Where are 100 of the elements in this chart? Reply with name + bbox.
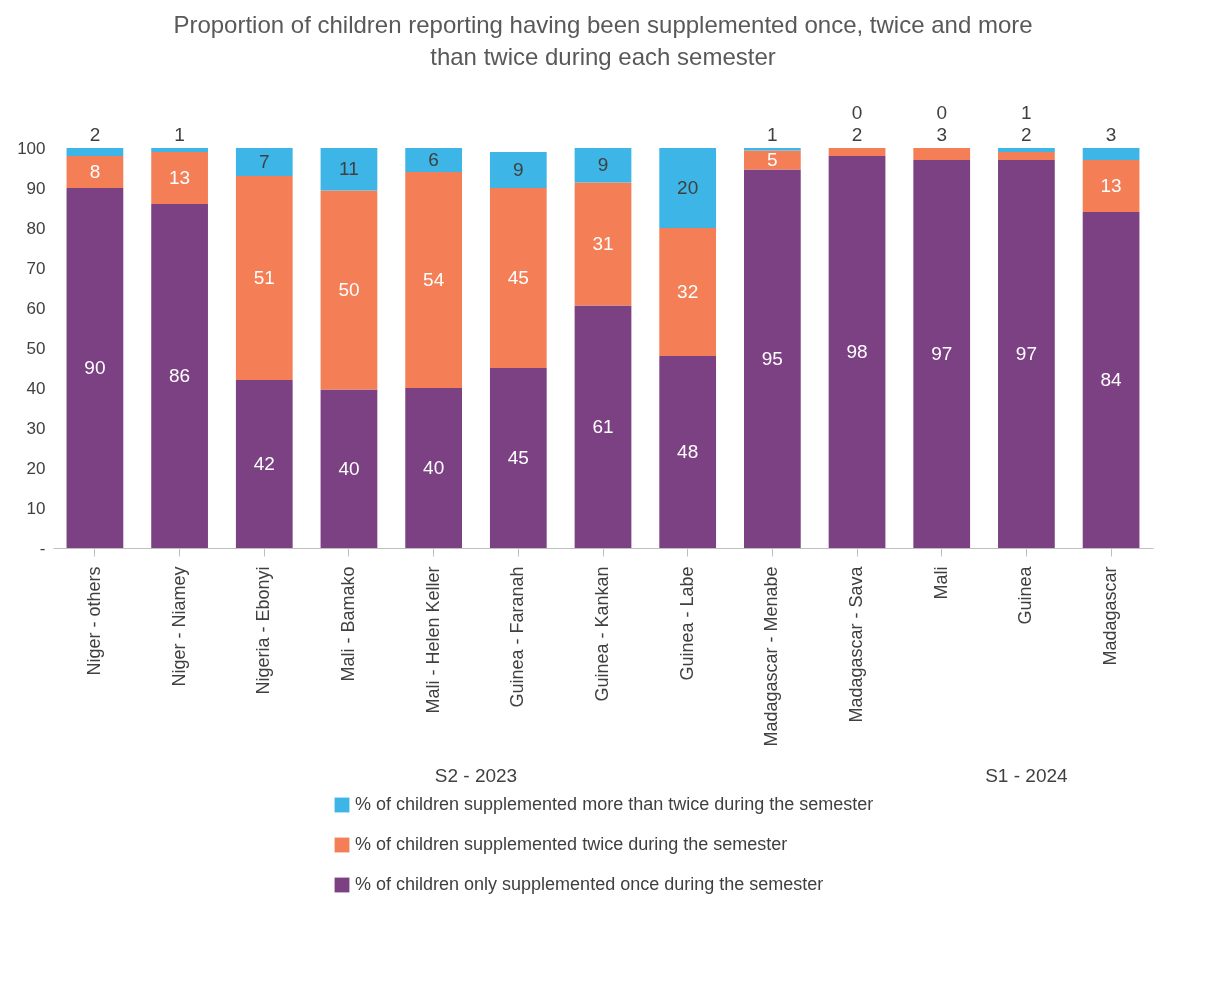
bar	[1082, 148, 1140, 160]
bar	[1082, 160, 1140, 212]
x-tick-label: Guinea	[1015, 565, 1036, 625]
data-label: 11	[339, 158, 359, 180]
data-label: 9	[513, 159, 524, 180]
data-label: 0	[851, 102, 863, 123]
bar	[1082, 212, 1140, 548]
bar	[998, 152, 1055, 160]
bar	[235, 148, 293, 176]
x-tick-label: Niger - Niamey	[168, 566, 189, 687]
data-label: 90	[84, 357, 106, 378]
data-label: 9	[597, 154, 609, 176]
data-label: 0	[936, 102, 948, 123]
data-label: 3	[936, 124, 948, 145]
text: S1 - 2024	[985, 765, 1069, 786]
bar	[405, 172, 463, 388]
data-label: 97	[931, 343, 953, 364]
data-label: 42	[253, 453, 275, 474]
bar	[743, 169, 801, 548]
bar	[405, 388, 463, 548]
data-label: 40	[338, 457, 360, 479]
data-label: 31	[592, 233, 614, 254]
legend-label: % of children only supplemented once during the semester	[355, 874, 824, 894]
data-label: 8	[89, 161, 101, 182]
bar	[489, 188, 547, 368]
data-label: 95	[761, 347, 783, 369]
data-label: 1	[767, 124, 778, 145]
x-tick-label: Mali - Bamako	[337, 566, 358, 682]
data-label: 5	[767, 149, 778, 170]
data-label: 1	[1021, 102, 1032, 123]
data-label: 13	[1100, 175, 1122, 196]
bar	[659, 228, 717, 356]
y-tick-label: 40	[26, 378, 46, 398]
x-tick-label: Guinea - Kankan	[592, 566, 612, 702]
y-tick-label: 90	[26, 178, 46, 198]
bar	[489, 368, 547, 548]
x-tick-label: Madagascar	[1100, 566, 1121, 666]
data-label: 98	[846, 341, 868, 362]
bar	[659, 148, 717, 228]
legend-label: % of children supplemented more than twice during the semester	[355, 794, 874, 814]
bar	[235, 380, 293, 548]
bar	[235, 176, 293, 380]
data-label: 40	[423, 457, 445, 478]
data-label: 2	[1021, 124, 1032, 145]
data-label: 2	[851, 124, 863, 145]
bar	[320, 148, 378, 191]
data-label: 86	[169, 365, 191, 386]
x-tick-label: Niger - others	[83, 566, 104, 676]
y-tick-label: 50	[26, 338, 46, 358]
x-tick-label: Mali - Helen Keller	[422, 566, 443, 714]
bar	[659, 356, 717, 548]
data-label: 61	[592, 415, 614, 437]
y-tick-label: 10	[26, 498, 46, 518]
bar	[998, 148, 1055, 152]
data-label: 3	[1105, 124, 1117, 145]
bar	[151, 204, 208, 548]
text: S2 - 2023	[434, 765, 518, 786]
x-tick-label: Madagascar - Sava	[846, 565, 867, 723]
y-tick-label: 100	[17, 138, 46, 158]
bar	[828, 156, 886, 548]
data-label: 13	[169, 167, 191, 188]
data-label: 32	[677, 281, 699, 302]
data-label: 7	[258, 151, 270, 172]
y-tick-label: 70	[26, 258, 46, 278]
bar	[66, 148, 124, 156]
bar	[151, 148, 208, 152]
chart-title: Proportion of children reporting having been supplemented once, twice and more than twice during each semester	[173, 11, 1033, 70]
x-tick-label: Guinea - Labe	[676, 566, 697, 681]
y-tick-label: -	[39, 538, 46, 558]
data-label: 54	[423, 269, 445, 290]
bar	[320, 190, 378, 390]
data-label: 97	[1015, 343, 1037, 364]
bar	[151, 152, 208, 204]
data-label: 51	[253, 267, 275, 288]
bar	[913, 160, 971, 548]
y-tick-label: 30	[26, 418, 46, 438]
bar	[66, 188, 124, 548]
bar	[913, 148, 971, 160]
data-label: 6	[428, 149, 439, 170]
bar	[574, 305, 632, 548]
data-label: 50	[338, 279, 360, 300]
data-label: 48	[677, 441, 699, 462]
bar	[405, 148, 463, 172]
x-tick-label: Madagascar - Menabe	[761, 566, 782, 747]
bar	[66, 156, 124, 188]
x-tick-label: Nigeria - Ebonyi	[253, 566, 274, 695]
data-label: 45	[507, 267, 529, 288]
data-label: 2	[89, 124, 101, 145]
bar	[743, 150, 801, 170]
x-tick-label: Mali	[930, 566, 951, 600]
data-label: 20	[677, 177, 699, 198]
y-tick-label: 20	[26, 458, 46, 478]
legend-label: % of children supplemented twice during the semester	[355, 834, 788, 854]
bar	[320, 389, 378, 548]
y-tick-label: 80	[26, 218, 46, 238]
y-tick-label: 60	[26, 298, 46, 318]
bar	[574, 148, 632, 183]
bar	[574, 182, 632, 306]
x-tick-label: Guinea - Faranah	[507, 566, 528, 708]
data-label: 84	[1100, 369, 1123, 390]
